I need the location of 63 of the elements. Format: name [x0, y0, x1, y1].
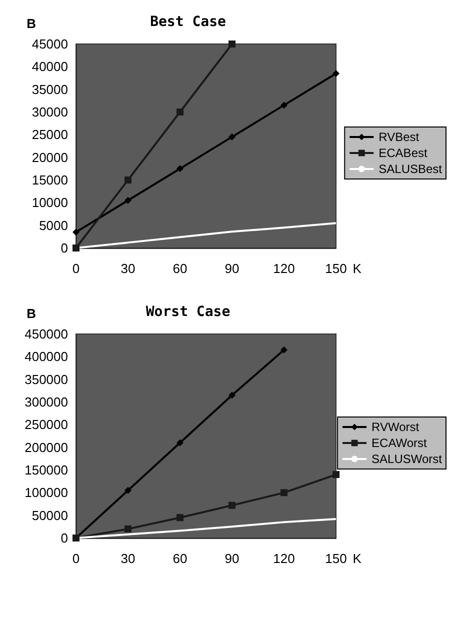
y-tick-label: 350000: [24, 372, 68, 387]
y-tick-label: 30000: [32, 104, 68, 120]
x-axis-title: K: [352, 261, 362, 276]
x-tick-label: 150: [325, 551, 347, 566]
y-tick-label: 200000: [24, 440, 68, 455]
y-axis-title: B: [26, 16, 36, 31]
x-tick-label: 60: [172, 551, 188, 566]
x-tick-label: 120: [273, 261, 295, 276]
y-tick-label: 50000: [32, 508, 68, 523]
point: [228, 40, 236, 48]
point: [228, 392, 236, 399]
x-tick-label: 30: [120, 261, 136, 276]
point: [280, 489, 288, 496]
y-tick-label: 0: [60, 530, 68, 546]
point: [72, 228, 80, 236]
x-tick-label: 150: [325, 261, 347, 276]
x-tick-label: 30: [120, 551, 136, 566]
y-tick-label: 45000: [32, 36, 68, 52]
point: [176, 514, 184, 522]
x-tick-label: 0: [72, 551, 80, 566]
point: [280, 102, 288, 109]
point: [124, 176, 132, 184]
point: [228, 133, 236, 140]
y-tick-label: 100000: [24, 485, 68, 500]
legend-label: RVWorst: [372, 420, 420, 434]
point: [176, 108, 184, 116]
point: [176, 439, 184, 446]
point: [332, 471, 340, 478]
point: [72, 244, 80, 252]
point: [124, 525, 132, 532]
x-tick-label: 90: [224, 261, 240, 276]
point: [176, 165, 184, 172]
y-tick-label: 15000: [32, 172, 68, 188]
legend-label: RVBest: [378, 130, 420, 144]
y-tick-label: 10000: [32, 195, 68, 210]
y-tick-label: 300000: [24, 394, 68, 410]
point: [124, 486, 132, 494]
point: [280, 346, 288, 354]
point: [124, 196, 132, 204]
y-tick-label: 40000: [32, 59, 68, 74]
point: [228, 502, 236, 509]
x-tick-label: 0: [72, 261, 80, 276]
chart-title: Best Case: [150, 14, 226, 30]
y-tick-label: 0: [60, 240, 68, 256]
y-tick-label: 150000: [24, 462, 68, 478]
legend-label: SALUSWorst: [372, 452, 443, 466]
y-tick-label: 450000: [24, 326, 68, 342]
y-tick-label: 5000: [39, 218, 68, 233]
y-tick-label: 35000: [32, 82, 68, 97]
y-tick-label: 400000: [24, 349, 68, 364]
legend-label: ECAWorst: [372, 436, 428, 450]
legend-label: SALUSBest: [378, 162, 443, 176]
y-tick-label: 20000: [32, 150, 68, 165]
y-tick-label: 250000: [24, 417, 68, 432]
point: [332, 70, 340, 77]
x-tick-label: 120: [273, 551, 295, 566]
chart-title: Worst Case: [146, 304, 230, 320]
y-tick-label: 25000: [32, 127, 68, 142]
legend-label: ECABest: [378, 146, 428, 160]
x-tick-label: 90: [224, 551, 240, 566]
x-axis-title: K: [352, 551, 362, 566]
x-tick-label: 60: [172, 261, 188, 276]
y-axis-title: B: [26, 306, 36, 321]
